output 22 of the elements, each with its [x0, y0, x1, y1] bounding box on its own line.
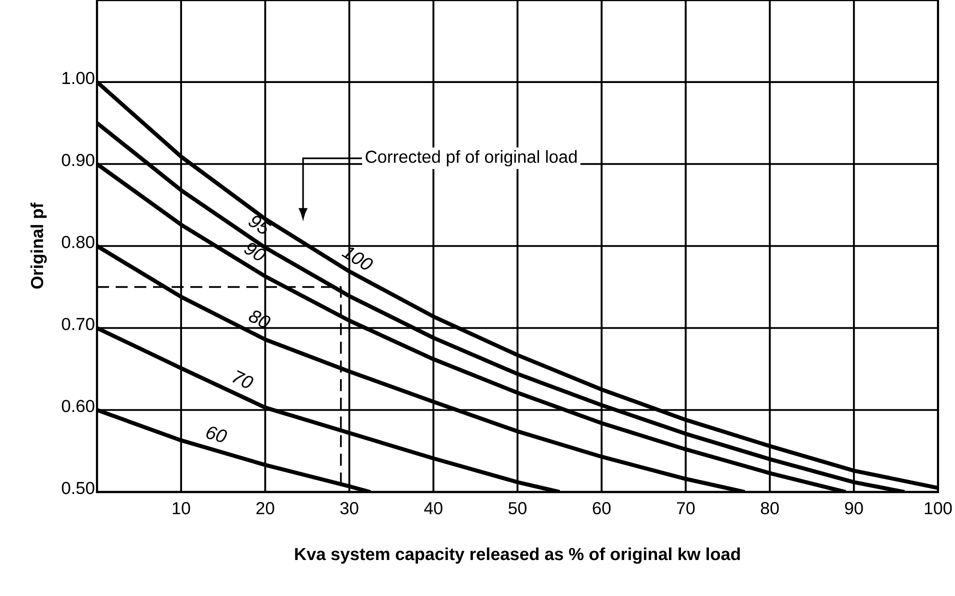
x-tick-label: 100 — [924, 502, 952, 514]
y-tick-label: 0.80 — [62, 236, 94, 248]
x-tick-label: 60 — [592, 502, 611, 514]
y-axis-title: Original pf — [30, 202, 47, 289]
x-tick-label: 40 — [424, 502, 442, 514]
y-tick-label: 0.90 — [62, 154, 94, 166]
x-tick-label: 90 — [845, 502, 863, 514]
text: 60 — [206, 426, 227, 442]
x-tick-label: 20 — [256, 502, 274, 514]
y-tick-label: 0.60 — [62, 400, 94, 412]
x-tick-label: 70 — [676, 502, 695, 514]
x-tick-label: 10 — [172, 502, 190, 514]
annotation: Corrected pf of original load — [366, 150, 577, 166]
y-tick-label: 1.00 — [62, 72, 94, 84]
text: 100 — [341, 248, 373, 270]
x-tick-label: 30 — [340, 502, 358, 514]
y-tick-label: 0.70 — [62, 318, 94, 330]
x-axis-title: Kva system capacity released as % of original kw load — [295, 547, 740, 564]
text: 70 — [232, 370, 254, 388]
y-tick-label: 0.50 — [62, 482, 94, 494]
x-tick-label: 50 — [508, 502, 526, 514]
x-tick-label: 80 — [760, 502, 779, 514]
